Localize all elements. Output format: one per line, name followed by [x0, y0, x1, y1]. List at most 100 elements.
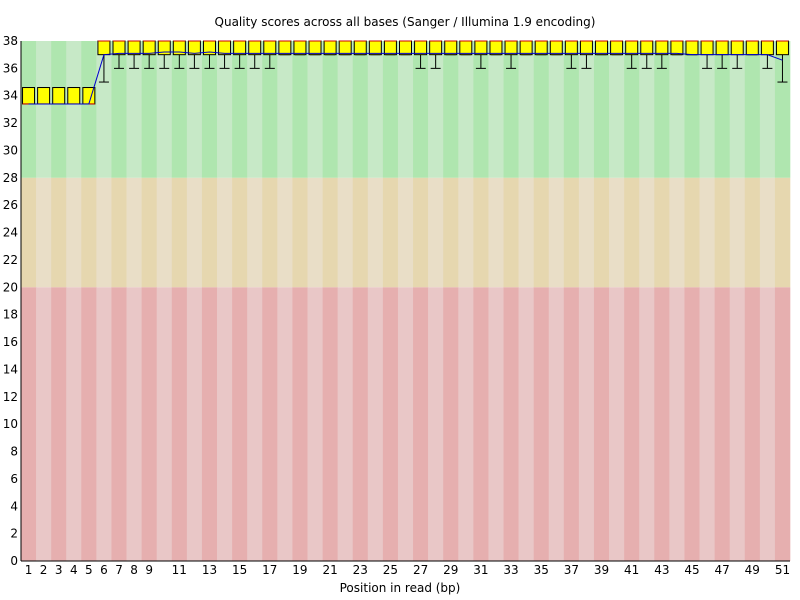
quality-band-cell [81, 177, 97, 288]
iqr-box [233, 40, 247, 56]
quality-band-cell [126, 41, 142, 178]
quality-band-cell [126, 287, 142, 561]
quality-band-cell [729, 177, 746, 288]
iqr-box [685, 40, 699, 56]
quality-band-cell [337, 41, 354, 178]
quality-band-cell [36, 41, 52, 178]
quality-band-cell [413, 177, 429, 288]
x-tick-label: 47 [715, 563, 730, 577]
quality-band-cell [654, 41, 670, 178]
y-tick-label: 24 [3, 226, 18, 240]
quality-band-cell [262, 41, 278, 178]
iqr-box [263, 40, 277, 56]
x-tick-label: 49 [745, 563, 760, 577]
iqr-box [715, 40, 729, 56]
quality-band-cell [714, 287, 730, 561]
y-tick-label: 28 [3, 171, 18, 185]
x-tick-label: 21 [322, 563, 337, 577]
quality-band-cell [458, 177, 474, 288]
quality-band-cell [593, 177, 610, 288]
quality-band-cell [684, 41, 700, 178]
quality-band-cell [397, 287, 414, 561]
quality-band-cell [232, 287, 248, 561]
boxplot-position [610, 40, 624, 56]
x-tick-label: 51 [775, 563, 790, 577]
quality-band-cell [473, 177, 489, 288]
y-tick-label: 20 [3, 280, 18, 294]
quality-band-cell [458, 41, 474, 178]
quality-band-cell [186, 177, 203, 288]
boxplot-position [640, 40, 654, 69]
x-tick-label: 31 [473, 563, 488, 577]
quality-band-cell [774, 177, 791, 288]
iqr-box [760, 40, 774, 56]
iqr-box [278, 40, 292, 56]
quality-band-cell [518, 41, 534, 178]
quality-band-cell [352, 41, 369, 178]
quality-band-cell [156, 41, 173, 178]
x-tick-label: 19 [292, 563, 307, 577]
y-tick-label: 36 [3, 61, 18, 75]
boxplot-position [368, 40, 382, 56]
quality-band-cell [217, 41, 233, 178]
iqr-box [534, 40, 548, 56]
quality-band-cell [21, 177, 37, 288]
iqr-box [489, 40, 503, 56]
iqr-box [745, 40, 759, 56]
quality-band-cell [307, 287, 323, 561]
quality-band-cell [277, 177, 293, 288]
quality-band-cell [51, 177, 67, 288]
quality-band-cell [669, 177, 685, 288]
quality-band-cell [503, 41, 519, 178]
quality-band-cell [186, 287, 203, 561]
quality-band-cell [518, 287, 534, 561]
boxplot-position [52, 87, 66, 105]
quality-band-cell [277, 287, 293, 561]
y-tick-label: 4 [10, 499, 18, 513]
iqr-box [52, 87, 66, 105]
boxplot-position [655, 40, 669, 69]
quality-band-cell [669, 287, 685, 561]
iqr-box [399, 40, 412, 56]
quality-band-cell [262, 287, 278, 561]
x-tick-label: 27 [413, 563, 428, 577]
quality-band-cell [609, 177, 625, 288]
quality-band-cell [247, 41, 263, 178]
quality-band-cell [533, 287, 550, 561]
quality-band-cell [774, 41, 791, 178]
quality-band-cell [443, 41, 459, 178]
x-tick-label: 3 [55, 563, 63, 577]
quality-band-cell [96, 287, 112, 561]
quality-band-cell [186, 41, 203, 178]
chart-title: Quality scores across all bases (Sanger … [214, 15, 596, 29]
y-tick-label: 16 [3, 335, 18, 349]
quality-band-cell [759, 41, 776, 178]
x-tick-label: 2 [40, 563, 48, 577]
y-tick-label: 26 [3, 198, 18, 212]
boxplot-position [172, 40, 186, 69]
boxplot-series [22, 40, 789, 105]
quality-band-cell [352, 177, 369, 288]
quality-band-cell [232, 177, 248, 288]
boxplot-position [383, 40, 397, 56]
iqr-box [22, 87, 36, 105]
quality-band-cell [21, 287, 37, 561]
quality-band-cell [548, 41, 565, 178]
iqr-box [338, 40, 352, 56]
quality-bands [21, 41, 791, 561]
iqr-box [444, 40, 458, 56]
quality-band-cell [759, 177, 776, 288]
iqr-box [519, 40, 533, 56]
boxplot-position [127, 40, 141, 69]
quality-band-cell [593, 287, 610, 561]
quality-band-cell [201, 287, 218, 561]
quality-band-cell [382, 287, 399, 561]
iqr-box [670, 40, 684, 56]
boxplot-position [157, 40, 171, 69]
quality-band-cell [458, 287, 474, 561]
quality-band-cell [217, 287, 233, 561]
x-tick-label: 13 [202, 563, 217, 577]
iqr-box [112, 40, 126, 56]
iqr-box [625, 40, 639, 56]
quality-band-cell [232, 41, 248, 178]
